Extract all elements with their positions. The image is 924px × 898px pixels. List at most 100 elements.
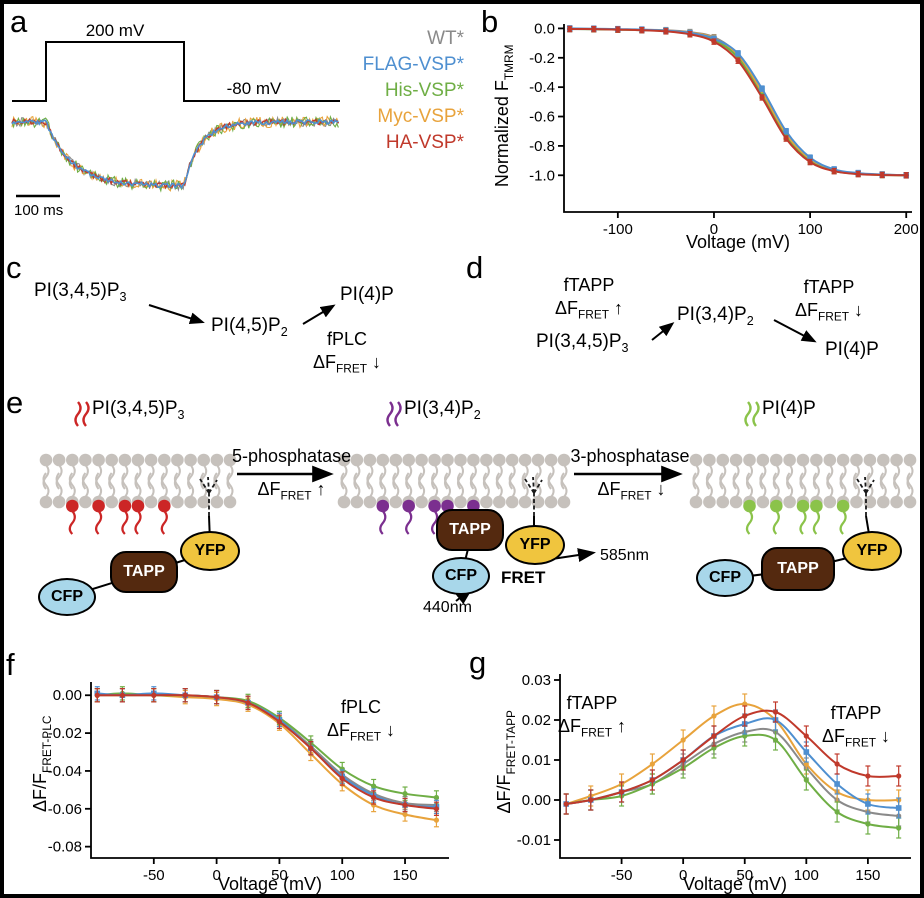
x-axis-label: Voltage (mV) [218, 874, 322, 894]
lipid-icon [76, 402, 81, 426]
lipid-head [428, 500, 441, 513]
step-high-label: 200 mV [86, 21, 145, 40]
up-arrow-icon: ↑ [617, 716, 626, 736]
series-FLAG-VSP* [567, 26, 909, 178]
x-axis-label: Voltage (mV) [686, 232, 790, 252]
lipid-icon [396, 402, 401, 426]
down-arrow-icon: ↓ [881, 726, 890, 746]
lipid-icon [746, 402, 751, 426]
lipid-tail [96, 511, 101, 534]
y-axis-label-g: ΔF/FFRET-TAPP [494, 672, 518, 852]
tapp-domain: TAPP [110, 551, 178, 593]
lipid-icon [388, 402, 393, 426]
d-pi4p-label: PI(4)P [825, 339, 879, 361]
chart-b-axes: -100 0 100 200 0.0 -0.2 -0.4 -0.6 -0.8 -1.0 [529, 20, 919, 238]
d-pi34p2-label: PI(3,4)P2 [677, 304, 754, 328]
legend-item: HA-VSP* [348, 130, 464, 156]
c-arrow-2 [303, 306, 333, 324]
lipid-head [132, 500, 145, 513]
x-tick-label: 100 [794, 867, 819, 884]
legend-item: WT* [348, 26, 464, 52]
c-arrow-1 [149, 305, 202, 322]
c-pi4p-label: PI(4)P [340, 284, 394, 306]
d-ftapp-up-annotation: fTAPP ΔFFRET ↑ [544, 274, 634, 327]
cfp-domain: CFP [38, 578, 96, 616]
e-lipid3-label: PI(4)P [762, 398, 816, 422]
x-tick-label: 50 [271, 867, 288, 884]
e-step2-dfret: ΔFFRET ↓ [584, 478, 679, 508]
yfp-domain: YFP [842, 531, 902, 571]
lipid-head [158, 500, 171, 513]
y-tick-label: -0.8 [529, 138, 555, 155]
figure: a b c d e f g 200 mV -80 mV 100 ms WT* F… [0, 0, 924, 898]
lipid-tail [747, 511, 752, 534]
lipid-head [770, 500, 783, 513]
d-ftapp-down-annotation: fTAPP ΔFFRET ↓ [779, 276, 879, 329]
x-tick-label: 200 [894, 221, 919, 238]
cfp-domain: CFP [432, 557, 490, 595]
x-tick-label: 50 [736, 867, 753, 884]
e-lipid1-label: PI(3,4,5)P3 [92, 398, 185, 422]
e-step1-enzyme: 5-phosphatase [232, 445, 347, 468]
yfp-domain: YFP [180, 531, 240, 571]
wavelength-440-label: 440nm [423, 599, 472, 617]
x-tick-label: 100 [798, 221, 823, 238]
x-tick-label: 100 [330, 867, 355, 884]
x-tick-label: 150 [393, 867, 418, 884]
lipid-head [92, 500, 105, 513]
e-step2-enzyme: 3-phosphatase [570, 445, 690, 468]
voltage-protocol [12, 42, 340, 101]
lipid-tail [380, 511, 385, 534]
lipid-head [797, 500, 810, 513]
lipid-head [810, 500, 823, 513]
d-pip3-label: PI(3,4,5)P3 [536, 331, 629, 355]
panel-letter-g: g [469, 645, 486, 681]
legend-item: His-VSP* [348, 78, 464, 104]
y-tick-label: -1.0 [529, 167, 555, 184]
x-tick-label: -50 [143, 867, 165, 884]
series-His-VSP* [567, 26, 909, 178]
lipid-icon [754, 402, 759, 426]
y-tick-label: -0.01 [517, 832, 551, 849]
y-tick-label: 0.00 [522, 792, 551, 809]
y-tick-label: 0.00 [53, 687, 82, 704]
x-tick-label: 0 [710, 221, 718, 238]
lipid-tail [841, 511, 846, 534]
y-tick-label: 0.01 [522, 752, 551, 769]
y-tick-label: 0.03 [522, 672, 551, 689]
cfp-domain: CFP [696, 559, 754, 597]
lipid-icon [84, 402, 89, 426]
wavelength-585-label: 585nm [600, 547, 649, 565]
panel-a-legend: WT* FLAG-VSP* His-VSP* Myc-VSP* HA-VSP* [348, 26, 464, 156]
lipid-tail [162, 511, 167, 534]
x-tick-label: 0 [679, 867, 687, 884]
lipid-tail [406, 511, 411, 534]
chart-b: Voltage (mV) -100 0 100 2000.0-0.2-0.4-0.6-… [524, 10, 924, 256]
panel-a-traces: 200 mV -80 mV 100 ms [8, 18, 348, 228]
up-arrow-icon: ↑ [317, 479, 326, 499]
c-pip3-label: PI(3,4,5)P3 [34, 280, 127, 304]
g-annotation-right: fTAPP ΔFFRET ↓ [808, 702, 904, 755]
lipid-head [66, 500, 79, 513]
down-arrow-icon: ↓ [657, 479, 666, 499]
tapp-domain: TAPP [436, 509, 504, 551]
lipid-head [402, 500, 415, 513]
legend-item: FLAG-VSP* [348, 52, 464, 78]
x-tick-label: 0 [212, 867, 220, 884]
y-axis-label-f: ΔF/FFRET-PLC [30, 674, 54, 854]
yfp-domain: YFP [505, 525, 565, 565]
lipid-tail [136, 511, 141, 534]
lipid-tail [122, 511, 127, 534]
tapp-domain: TAPP [761, 547, 835, 591]
y-tick-label: -0.6 [529, 109, 555, 126]
d-arrow-1 [652, 324, 672, 340]
e-step1-dfret: ΔFFRET ↑ [244, 478, 339, 508]
g-annotation-left: fTAPP ΔFFRET ↑ [544, 692, 640, 745]
down-arrow-icon: ↓ [386, 720, 395, 740]
lipid-head [377, 500, 390, 513]
x-tick-label: 150 [855, 867, 880, 884]
x-axis-label: Voltage (mV) [683, 874, 787, 894]
x-tick-label: -100 [603, 221, 633, 238]
y-tick-label: 0.0 [534, 20, 555, 37]
f-annotation: fPLC ΔFFRET ↓ [316, 696, 406, 749]
